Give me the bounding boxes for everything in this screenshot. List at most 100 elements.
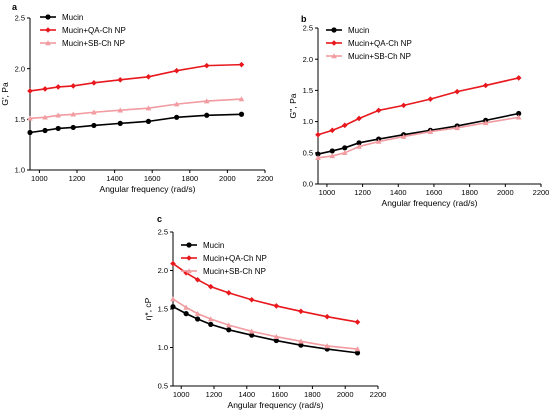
legend-marker: [186, 268, 192, 274]
data-point: [173, 101, 180, 107]
data-point: [427, 96, 434, 102]
data-point: [315, 131, 321, 138]
data-point: [145, 105, 152, 111]
series-line-0: [29, 113, 242, 134]
data-point: [356, 140, 362, 146]
legend-label: Mucin+SB-Ch NP: [62, 39, 125, 48]
data-point: [145, 73, 152, 80]
series-line-1: [317, 77, 519, 136]
data-point: [195, 316, 201, 322]
data-point: [42, 86, 48, 92]
data-point: [194, 276, 201, 283]
data-point: [55, 112, 61, 118]
data-point: [341, 122, 348, 129]
data-point: [174, 114, 180, 120]
data-point: [315, 154, 321, 161]
data-point: [329, 127, 336, 134]
series-line-1: [172, 262, 358, 323]
y-tick-label: 1.5: [303, 86, 313, 95]
data-point: [298, 342, 304, 348]
data-point: [273, 303, 280, 309]
legend-label: Mucin+QA-Ch NP: [62, 26, 126, 35]
data-point: [170, 260, 176, 267]
data-point: [238, 96, 245, 102]
data-point: [342, 145, 348, 151]
legend-marker: [186, 242, 192, 248]
data-point: [70, 83, 77, 89]
x-tick-label: 1400: [238, 390, 255, 399]
y-tick-label: 2.0: [303, 55, 313, 64]
y-tick-label: 1.0: [158, 343, 168, 352]
data-point: [117, 120, 123, 126]
data-point: [400, 102, 407, 109]
y-tick-label: 2.5: [158, 228, 168, 237]
data-point: [91, 80, 97, 86]
data-point: [515, 75, 522, 81]
y-tick-label: 1.5: [158, 305, 168, 314]
data-point: [273, 333, 280, 339]
panel-letter: a: [12, 2, 18, 12]
x-tick-label: 1400: [106, 174, 123, 183]
data-point: [375, 107, 382, 114]
data-point: [354, 319, 361, 325]
data-point: [273, 337, 279, 344]
series-line-2: [317, 116, 519, 159]
data-point: [516, 110, 522, 117]
x-tick-label: 2200: [257, 174, 274, 183]
x-tick-label: 2000: [337, 390, 354, 399]
data-point: [204, 112, 210, 118]
x-tick-label: 1800: [461, 188, 478, 197]
y-tick-label: 0.0: [303, 180, 313, 189]
data-point: [27, 129, 33, 136]
data-point: [454, 125, 460, 131]
legend-label: Mucin: [348, 26, 369, 35]
data-point: [400, 133, 407, 139]
x-axis-title: Angular frequency (rad/s): [228, 400, 324, 410]
legend-label: Mucin+QA-Ch NP: [203, 254, 267, 263]
y-tick-label: 0.5: [303, 148, 313, 157]
legend-label: Mucin+QA-Ch NP: [348, 39, 412, 48]
chart-panel-c: 1000 1200 1400 1600 1800 2000 2200 0.5 1.0 1.5 2.0…: [143, 214, 386, 410]
x-tick-label: 1200: [206, 390, 223, 399]
data-point: [91, 122, 97, 129]
data-point: [341, 150, 348, 156]
legend-label: Mucin: [62, 13, 83, 22]
data-point: [225, 322, 232, 328]
data-point: [225, 290, 232, 296]
x-tick-label: 1200: [69, 174, 86, 183]
data-point: [226, 327, 232, 333]
y-tick-label: 2.0: [158, 266, 168, 275]
data-point: [454, 88, 460, 95]
x-tick-label: 1000: [173, 390, 190, 399]
x-axis-title: Angular frequency (rad/s): [382, 198, 478, 208]
data-point: [298, 338, 304, 344]
x-tick-label: 1600: [144, 174, 161, 183]
data-point: [324, 343, 330, 349]
data-point: [482, 82, 489, 89]
x-tick-label: 2000: [497, 188, 514, 197]
legend-marker: [45, 27, 51, 33]
legend-label: Mucin: [203, 241, 224, 250]
legend-marker: [331, 40, 337, 46]
data-point: [375, 138, 382, 144]
x-tick-label: 1000: [31, 174, 48, 183]
legend-marker: [186, 255, 192, 261]
data-point: [315, 151, 321, 157]
data-point: [70, 124, 76, 131]
data-point: [183, 311, 189, 317]
data-point: [27, 88, 33, 94]
data-point: [55, 84, 61, 90]
x-axis-title: Angular frequency (rad/s): [100, 184, 196, 194]
y-tick-label: 2.0: [15, 64, 25, 73]
data-point: [238, 111, 245, 117]
data-point: [298, 308, 304, 315]
y-tick-label: 2.5: [303, 24, 313, 33]
data-point: [91, 109, 97, 115]
data-point: [515, 114, 522, 120]
data-point: [248, 328, 255, 334]
panel-letter: b: [301, 14, 307, 24]
x-tick-label: 2200: [370, 390, 387, 399]
y-tick-label: 0.5: [158, 382, 168, 391]
series-line-2: [172, 298, 358, 350]
